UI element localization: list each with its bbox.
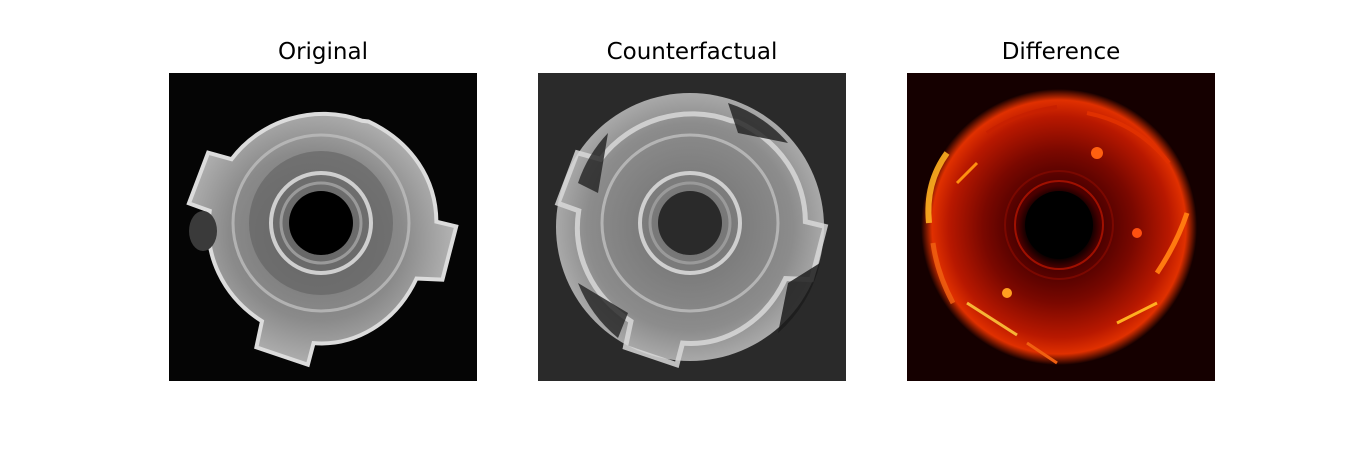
original-image xyxy=(169,73,477,381)
counterfactual-title: Counterfactual xyxy=(606,39,778,65)
difference-title: Difference xyxy=(1001,39,1121,65)
counterfactual-image xyxy=(538,73,846,381)
original-title: Original xyxy=(277,39,368,65)
difference-image xyxy=(907,73,1215,381)
